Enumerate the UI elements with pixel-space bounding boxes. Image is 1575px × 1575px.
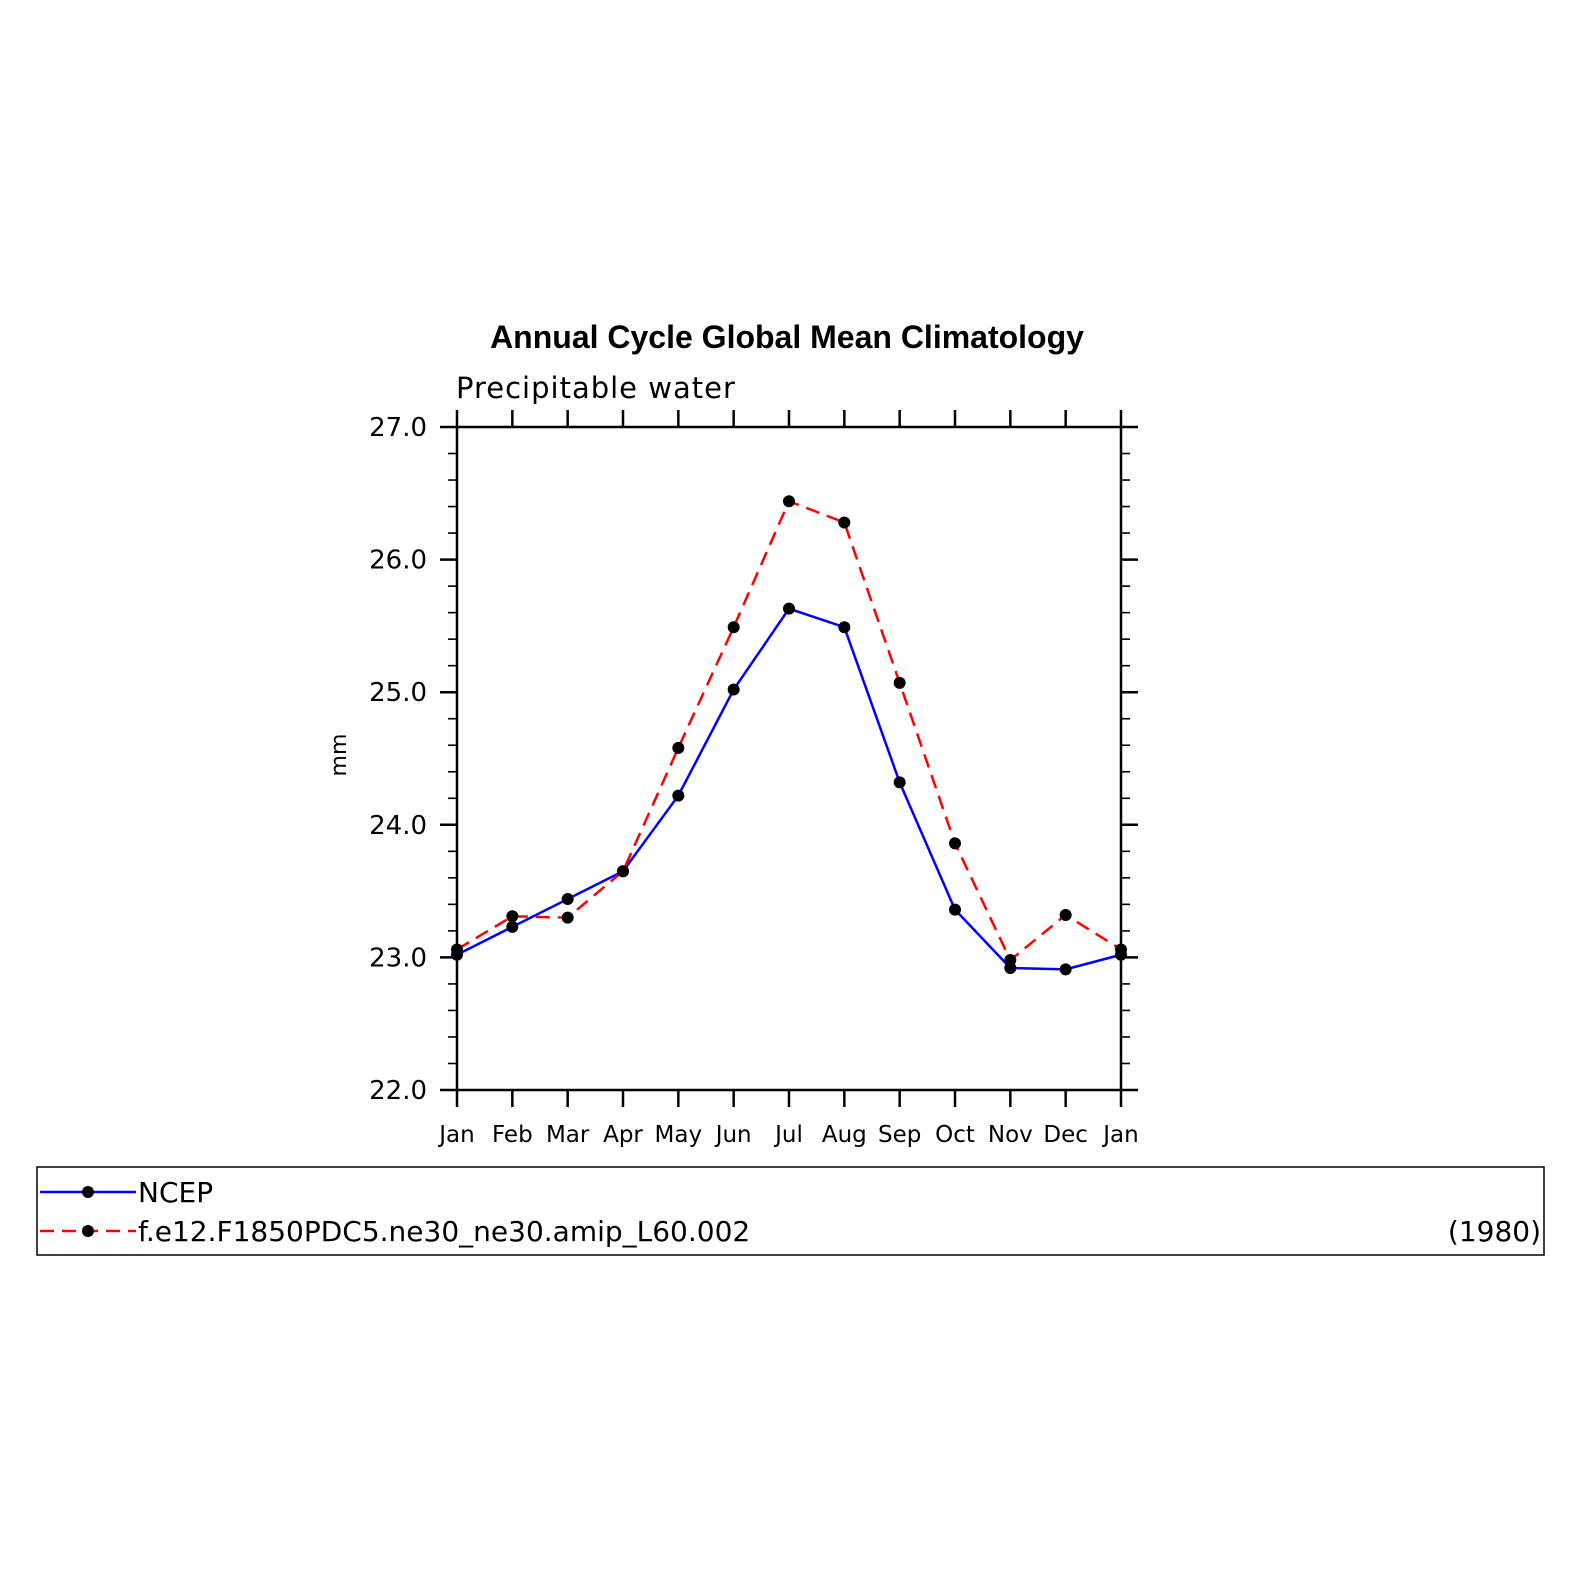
series-line-0 [456, 607, 1122, 971]
y-tick-label: 26.0 [369, 546, 427, 576]
y-tick-label: 25.0 [369, 678, 427, 708]
chart-title: Annual Cycle Global Mean Climatology [490, 319, 1084, 355]
legend-label-1: f.e12.F1850PDC5.ne30_ne30.amip_L60.002 [138, 1215, 750, 1248]
legend-marker-1 [82, 1225, 94, 1237]
x-tick-label: Jun [714, 1122, 752, 1148]
x-tick-label: Jan [437, 1122, 474, 1148]
series-0-point [672, 789, 685, 802]
x-tick-label: Nov [988, 1122, 1033, 1148]
series-1-point [727, 621, 740, 634]
x-tick-label: Oct [935, 1122, 975, 1148]
series-1-point [838, 516, 851, 529]
x-tick-label: May [655, 1122, 703, 1148]
series-1-point [1059, 908, 1072, 921]
series-1-point [1004, 954, 1017, 967]
series-0-point [561, 893, 574, 906]
axis-ticks [440, 410, 1138, 1107]
legend-annotation: (1980) [1448, 1215, 1541, 1248]
series-1-point [949, 837, 961, 850]
x-tick-label: Apr [603, 1122, 643, 1148]
y-tick-label: 27.0 [369, 413, 427, 443]
legend-label-0: NCEP [138, 1176, 213, 1209]
series-0-point [893, 776, 906, 789]
series-0-point [949, 903, 961, 916]
y-axis-label: mm [327, 734, 352, 777]
series-1-point [561, 911, 574, 924]
plot-frame [455, 425, 1123, 1092]
x-tick-label: Sep [878, 1122, 921, 1148]
legend: NCEP f.e12.F1850PDC5.ne30_ne30.amip_L60.0… [36, 1166, 1545, 1256]
y-tick-label: 23.0 [369, 943, 427, 973]
series-1-point [893, 676, 906, 689]
series-markers [451, 495, 1127, 976]
series-1-point [617, 865, 629, 878]
series-1-point [506, 910, 519, 923]
series-0-point [506, 920, 519, 933]
y-tick-label: 22.0 [369, 1076, 427, 1106]
legend-box [36, 1166, 1545, 1256]
x-tick-labels: Jan Feb Mar Apr May Jun Jul Aug Sep Oct Nov Dec Jan [437, 1122, 1138, 1148]
chart-subtitle: Precipitable water [456, 371, 736, 405]
series-0-point [727, 683, 740, 696]
series-1-point [672, 741, 685, 754]
series-0-point [783, 602, 795, 615]
legend-entries: NCEP f.e12.F1850PDC5.ne30_ne30.amip_L60.0… [40, 1176, 750, 1248]
legend-marker-0 [82, 1186, 94, 1198]
x-tick-label: Jul [773, 1122, 803, 1148]
x-tick-label: Dec [1043, 1122, 1088, 1148]
y-tick-labels: 22.0 23.0 24.0 25.0 26.0 27.0 [369, 413, 427, 1106]
x-tick-label: Aug [822, 1122, 867, 1148]
series-1-point [783, 495, 795, 508]
x-tick-label: Feb [492, 1122, 533, 1148]
y-tick-label: 24.0 [369, 811, 427, 841]
series-lines [456, 499, 1122, 971]
series-0-point [838, 621, 851, 634]
series-line-1 [456, 499, 1122, 963]
x-tick-label: Mar [546, 1122, 590, 1148]
series-0-point [1059, 963, 1072, 976]
x-tick-label: Jan [1101, 1122, 1138, 1148]
